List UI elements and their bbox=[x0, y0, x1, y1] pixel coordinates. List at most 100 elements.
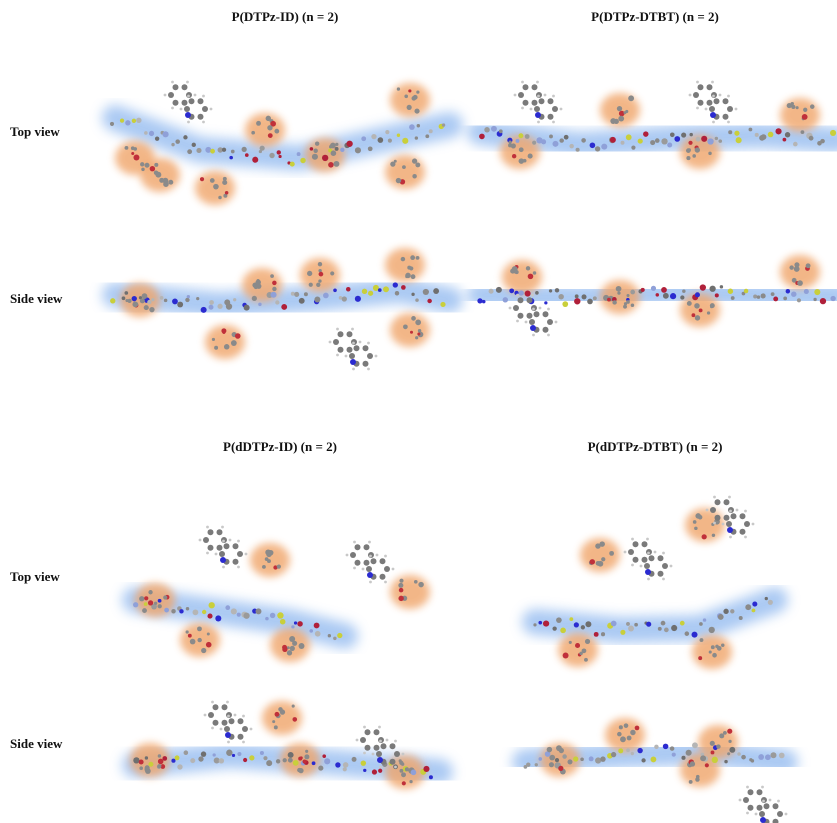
atom bbox=[698, 656, 702, 660]
row-label: Side view bbox=[10, 736, 63, 751]
atom bbox=[186, 81, 189, 84]
atom bbox=[164, 94, 167, 97]
atom bbox=[144, 602, 148, 606]
atom bbox=[610, 118, 616, 124]
atom bbox=[364, 560, 370, 566]
side-chain-highlight bbox=[390, 313, 430, 347]
atom bbox=[245, 553, 248, 556]
atom bbox=[368, 146, 373, 151]
atom bbox=[600, 756, 605, 761]
atom bbox=[560, 627, 566, 633]
atom bbox=[411, 770, 417, 776]
atom bbox=[535, 291, 539, 295]
atom bbox=[110, 122, 114, 126]
atom bbox=[785, 813, 788, 816]
atom bbox=[536, 81, 539, 84]
atom bbox=[562, 301, 568, 307]
atom bbox=[519, 147, 524, 152]
atom bbox=[375, 355, 378, 358]
atom bbox=[185, 112, 191, 118]
atom bbox=[532, 84, 538, 90]
atom bbox=[723, 609, 728, 614]
atom bbox=[411, 96, 416, 101]
atom bbox=[229, 539, 232, 542]
atom bbox=[749, 128, 753, 132]
atom bbox=[133, 757, 139, 763]
atom bbox=[723, 98, 729, 104]
atom bbox=[290, 162, 295, 167]
atom bbox=[516, 320, 519, 323]
atom bbox=[705, 108, 708, 111]
atom bbox=[692, 742, 698, 748]
atom bbox=[194, 94, 197, 97]
atom bbox=[692, 632, 698, 638]
atom bbox=[154, 163, 158, 167]
atom bbox=[376, 554, 379, 557]
atom bbox=[407, 266, 411, 270]
atom bbox=[589, 756, 594, 761]
atom bbox=[132, 301, 138, 307]
atom bbox=[491, 126, 497, 132]
atom bbox=[177, 764, 182, 769]
atom bbox=[210, 178, 215, 183]
atom bbox=[415, 298, 419, 302]
atom bbox=[773, 803, 779, 809]
atom bbox=[513, 269, 517, 273]
atom bbox=[804, 289, 809, 294]
atom bbox=[190, 758, 195, 763]
atom bbox=[410, 331, 413, 334]
atom bbox=[529, 319, 535, 325]
atom bbox=[712, 95, 715, 98]
atom bbox=[187, 95, 190, 98]
atom bbox=[267, 125, 272, 130]
atom bbox=[350, 552, 356, 558]
atom bbox=[580, 757, 584, 761]
atom bbox=[384, 555, 387, 558]
atom bbox=[548, 98, 554, 104]
atom bbox=[187, 295, 190, 298]
atom bbox=[242, 726, 248, 732]
atom bbox=[410, 255, 415, 260]
atom bbox=[368, 541, 371, 544]
atom bbox=[243, 613, 249, 619]
atom bbox=[624, 551, 627, 554]
atom bbox=[509, 141, 512, 144]
atom bbox=[277, 565, 281, 569]
atom bbox=[518, 297, 524, 303]
atom bbox=[177, 302, 183, 308]
atom bbox=[361, 760, 366, 765]
atom bbox=[267, 559, 271, 563]
atom bbox=[209, 305, 214, 310]
atom bbox=[594, 632, 599, 637]
atom bbox=[649, 555, 655, 561]
atom bbox=[626, 134, 632, 140]
atom bbox=[662, 578, 665, 581]
atom bbox=[569, 617, 573, 621]
atom bbox=[552, 106, 558, 112]
atom bbox=[519, 158, 525, 164]
atom bbox=[516, 139, 520, 143]
atom bbox=[160, 296, 164, 300]
atom bbox=[601, 632, 605, 636]
atom bbox=[698, 84, 704, 90]
atom bbox=[359, 341, 362, 344]
atom bbox=[686, 750, 692, 756]
atom bbox=[626, 622, 630, 626]
atom bbox=[260, 146, 265, 151]
molecule-renderings bbox=[110, 81, 837, 823]
atom bbox=[575, 294, 579, 298]
atom bbox=[333, 637, 336, 640]
atom bbox=[315, 142, 319, 146]
atom bbox=[404, 94, 408, 98]
atom bbox=[745, 604, 751, 610]
atom bbox=[209, 602, 215, 608]
atom bbox=[211, 727, 214, 730]
atom bbox=[709, 286, 715, 292]
atom bbox=[281, 304, 287, 310]
atom bbox=[397, 87, 400, 90]
atom bbox=[552, 95, 555, 98]
atom bbox=[715, 499, 721, 505]
atom bbox=[269, 153, 274, 158]
atom bbox=[242, 147, 247, 152]
atom bbox=[355, 296, 361, 302]
